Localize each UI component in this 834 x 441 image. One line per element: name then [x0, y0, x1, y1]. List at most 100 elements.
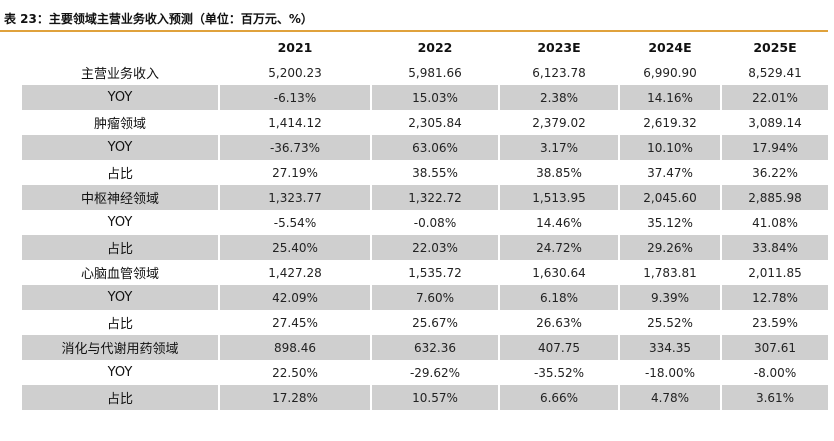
table-row: 心脑血管领域 1,427.28 1,535.72 1,630.64 1,783.81 2,… [22, 260, 828, 285]
cell-value: 15.03% [372, 85, 498, 110]
cell-value: -5.54% [220, 210, 370, 235]
cell-value: 307.61 [722, 335, 828, 360]
cell-value: 10.57% [372, 385, 498, 410]
row-label: 中枢神经领域 [22, 185, 218, 210]
header-2022: 2022 [417, 40, 453, 55]
cell-value: 6,123.78 [500, 60, 618, 85]
cell-value: 334.35 [620, 335, 720, 360]
row-label: YOY [22, 360, 218, 385]
table-row: 占比 17.28% 10.57% 6.66% 4.78% 3.61% [22, 385, 828, 410]
cell-value: 3.61% [722, 385, 828, 410]
cell-value: 5,200.23 [220, 60, 370, 85]
table-row: 消化与代谢用药领域 898.46 632.36 407.75 334.35 307.61 [22, 335, 828, 360]
table-row: 中枢神经领域 1,323.77 1,322.72 1,513.95 2,045.60 2,… [22, 185, 828, 210]
cell-value: 29.26% [620, 235, 720, 260]
cell-value: 6,990.90 [620, 60, 720, 85]
cell-value: 38.55% [372, 160, 498, 185]
cell-value: 25.40% [220, 235, 370, 260]
row-label: 消化与代谢用药领域 [22, 335, 218, 360]
header-2023e: 2023E [537, 40, 581, 55]
cell-value: 4.78% [620, 385, 720, 410]
cell-value: 3,089.14 [722, 110, 828, 135]
cell-value: 17.28% [220, 385, 370, 410]
row-label: YOY [22, 135, 218, 160]
cell-value: 1,535.72 [372, 260, 498, 285]
cell-value: 1,322.72 [372, 185, 498, 210]
row-label: 占比 [22, 310, 218, 335]
table-row: 占比 27.45% 25.67% 26.63% 25.52% 23.59% [22, 310, 828, 335]
cell-value: 36.22% [722, 160, 828, 185]
cell-value: 38.85% [500, 160, 618, 185]
row-label: 占比 [22, 235, 218, 260]
row-label: 占比 [22, 385, 218, 410]
cell-value: 1,414.12 [220, 110, 370, 135]
header-2025e: 2025E [753, 40, 797, 55]
cell-value: 6.18% [500, 285, 618, 310]
cell-value: 9.39% [620, 285, 720, 310]
cell-value: -35.52% [500, 360, 618, 385]
cell-value: 63.06% [372, 135, 498, 160]
cell-value: 2,379.02 [500, 110, 618, 135]
cell-value: 27.45% [220, 310, 370, 335]
cell-value: 1,783.81 [620, 260, 720, 285]
table-row: YOY 22.50% -29.62% -35.52% -18.00% -8.00% [22, 360, 828, 385]
header-row: 2021 2022 2023E 2024E 2025E [22, 35, 828, 60]
cell-value: 26.63% [500, 310, 618, 335]
cell-value: 407.75 [500, 335, 618, 360]
cell-value: 5,981.66 [372, 60, 498, 85]
cell-value: 17.94% [722, 135, 828, 160]
row-label: 心脑血管领域 [22, 260, 218, 285]
cell-value: 6.66% [500, 385, 618, 410]
cell-value: -8.00% [722, 360, 828, 385]
cell-value: 14.46% [500, 210, 618, 235]
forecast-table: 2021 2022 2023E 2024E 2025E 主营业务收入 5,200.… [22, 35, 828, 410]
cell-value: 2,045.60 [620, 185, 720, 210]
row-label: YOY [22, 210, 218, 235]
cell-value: 42.09% [220, 285, 370, 310]
cell-value: -18.00% [620, 360, 720, 385]
cell-value: 27.19% [220, 160, 370, 185]
cell-value: 632.36 [372, 335, 498, 360]
cell-value: 2,305.84 [372, 110, 498, 135]
cell-value: 22.03% [372, 235, 498, 260]
cell-value: 22.01% [722, 85, 828, 110]
table-row: YOY -5.54% -0.08% 14.46% 35.12% 41.08% [22, 210, 828, 235]
table-row: 肿瘤领域 1,414.12 2,305.84 2,379.02 2,619.32 3,08… [22, 110, 828, 135]
cell-value: 22.50% [220, 360, 370, 385]
cell-value: 1,427.28 [220, 260, 370, 285]
table-row: 占比 25.40% 22.03% 24.72% 29.26% 33.84% [22, 235, 828, 260]
header-2021: 2021 [277, 40, 313, 55]
cell-value: -0.08% [372, 210, 498, 235]
cell-value: 1,630.64 [500, 260, 618, 285]
cell-value: 7.60% [372, 285, 498, 310]
cell-value: 23.59% [722, 310, 828, 335]
row-label: 肿瘤领域 [22, 110, 218, 135]
cell-value: -6.13% [220, 85, 370, 110]
row-label: 占比 [22, 160, 218, 185]
header-2024e: 2024E [648, 40, 692, 55]
cell-value: 35.12% [620, 210, 720, 235]
table-row: YOY 42.09% 7.60% 6.18% 9.39% 12.78% [22, 285, 828, 310]
cell-value: 2.38% [500, 85, 618, 110]
cell-value: 3.17% [500, 135, 618, 160]
cell-value: 12.78% [722, 285, 828, 310]
cell-value: 2,885.98 [722, 185, 828, 210]
cell-value: 1,513.95 [500, 185, 618, 210]
table-row: YOY -36.73% 63.06% 3.17% 10.10% 17.94% [22, 135, 828, 160]
cell-value: 1,323.77 [220, 185, 370, 210]
table-title: 表 23：主要领域主营业务收入预测（单位：百万元、%） [4, 12, 313, 26]
cell-value: 33.84% [722, 235, 828, 260]
cell-value: 898.46 [220, 335, 370, 360]
cell-value: 14.16% [620, 85, 720, 110]
cell-value: 2,011.85 [722, 260, 828, 285]
cell-value: 37.47% [620, 160, 720, 185]
cell-value: 25.52% [620, 310, 720, 335]
cell-value: 41.08% [722, 210, 828, 235]
table-row: YOY -6.13% 15.03% 2.38% 14.16% 22.01% [22, 85, 828, 110]
cell-value: 2,619.32 [620, 110, 720, 135]
cell-value: -29.62% [372, 360, 498, 385]
cell-value: 8,529.41 [722, 60, 828, 85]
cell-value: 10.10% [620, 135, 720, 160]
table-row: 主营业务收入 5,200.23 5,981.66 6,123.78 6,990.90 8,… [22, 60, 828, 85]
row-label: YOY [22, 85, 218, 110]
